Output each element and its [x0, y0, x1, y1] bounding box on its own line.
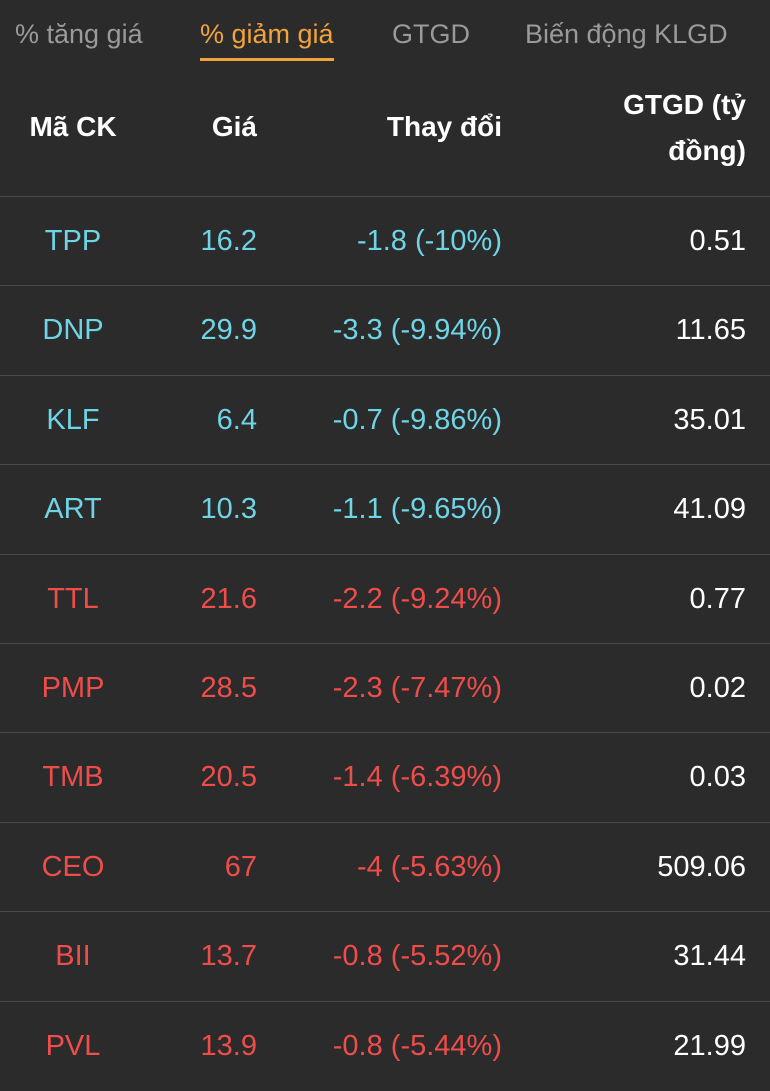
column-header-symbol: Mã CK — [29, 111, 117, 142]
trading-value: 0.03 — [689, 761, 746, 794]
stock-symbol[interactable]: PMP — [41, 671, 105, 704]
price-change: -1.4 (-6.39%) — [332, 761, 502, 794]
price-change: -3.3 (-9.94%) — [332, 314, 502, 347]
table-row[interactable]: ART 10.3 -1.1 (-9.65%) 41.09 — [0, 464, 770, 553]
stock-symbol[interactable]: ART — [44, 493, 102, 526]
price-change: -4 (-5.63%) — [356, 850, 502, 883]
table-row[interactable]: KLF 6.4 -0.7 (-9.86%) 35.01 — [0, 374, 770, 464]
table-row[interactable]: CEO 67 -4 (-5.63%) 509.06 — [0, 821, 770, 911]
stock-symbol[interactable]: CEO — [41, 850, 105, 883]
column-header-price: Giá — [211, 111, 257, 142]
column-header-change: Thay đổi — [386, 111, 502, 142]
price-change: -2.2 (-9.24%) — [332, 582, 502, 615]
tab-label: GTGD — [392, 19, 470, 49]
trading-value: 0.77 — [689, 582, 746, 615]
column-header-value: GTGD (tỷ đồng) — [623, 89, 746, 166]
stock-price: 67 — [224, 850, 257, 883]
stock-symbol[interactable]: BII — [55, 940, 91, 973]
tab-label: Biến động KLGD — [525, 19, 728, 49]
price-change: -0.8 (-5.52%) — [332, 940, 502, 973]
stock-symbol[interactable]: DNP — [42, 314, 104, 347]
trading-value: 31.44 — [673, 940, 746, 973]
trading-value: 41.09 — [673, 493, 746, 526]
trading-value: 35.01 — [673, 403, 746, 436]
table-row[interactable]: PMP 28.5 -2.3 (-7.47%) 0.02 — [0, 642, 770, 732]
stock-price: 6.4 — [216, 403, 257, 436]
stock-symbol[interactable]: TTL — [47, 582, 99, 615]
table-row[interactable]: TPP 16.2 -1.8 (-10%) 0.51 — [0, 196, 770, 285]
trading-value: 509.06 — [657, 850, 746, 883]
trading-value: 11.65 — [675, 314, 746, 347]
trading-value: 0.51 — [689, 225, 746, 257]
stock-price: 29.9 — [200, 314, 257, 347]
tab-percent-decrease[interactable]: % giảm giá — [200, 18, 334, 61]
table-row[interactable]: BII 13.7 -0.8 (-5.52%) 31.44 — [0, 911, 770, 1000]
stock-price: 21.6 — [200, 582, 257, 615]
stock-symbol[interactable]: PVL — [45, 1029, 101, 1062]
tab-volume-change[interactable]: Biến động KLGD — [525, 18, 728, 50]
stock-price: 13.7 — [200, 940, 257, 973]
stock-price: 28.5 — [200, 671, 257, 704]
stock-symbol[interactable]: TMB — [42, 761, 104, 794]
tab-percent-increase[interactable]: % tăng giá — [15, 18, 143, 50]
stock-price: 13.9 — [200, 1029, 257, 1062]
stock-symbol[interactable]: TPP — [44, 225, 102, 257]
table-row[interactable]: TMB 20.5 -1.4 (-6.39%) 0.03 — [0, 732, 770, 821]
price-change: -0.7 (-9.86%) — [332, 403, 502, 436]
tab-label: % giảm giá — [200, 19, 334, 49]
tab-bar: % tăng giá % giảm giá GTGD Biến động KLG… — [0, 0, 770, 64]
trading-value: 21.99 — [673, 1029, 746, 1062]
price-change: -0.8 (-5.44%) — [332, 1029, 502, 1062]
price-change: -1.8 (-10%) — [356, 225, 502, 257]
table-header: Mã CK Giá Thay đổi GTGD (tỷ đồng) — [0, 76, 770, 196]
price-change: -1.1 (-9.65%) — [332, 493, 502, 526]
tab-trading-value[interactable]: GTGD — [392, 18, 470, 50]
stock-symbol[interactable]: KLF — [46, 403, 100, 436]
active-tab-indicator — [200, 58, 334, 61]
table-row[interactable]: DNP 29.9 -3.3 (-9.94%) 11.65 — [0, 285, 770, 374]
tab-label: % tăng giá — [15, 19, 143, 49]
table-row[interactable]: TTL 21.6 -2.2 (-9.24%) 0.77 — [0, 553, 770, 643]
stock-price: 20.5 — [200, 761, 257, 794]
stock-table-body: TPP 16.2 -1.8 (-10%) 0.51 DNP 29.9 -3.3 (-9.94… — [0, 196, 770, 1090]
stock-price: 16.2 — [200, 225, 257, 257]
price-change: -2.3 (-7.47%) — [332, 671, 502, 704]
stock-price: 10.3 — [200, 493, 257, 526]
table-row[interactable]: PVL 13.9 -0.8 (-5.44%) 21.99 — [0, 1000, 770, 1090]
trading-value: 0.02 — [689, 671, 746, 704]
